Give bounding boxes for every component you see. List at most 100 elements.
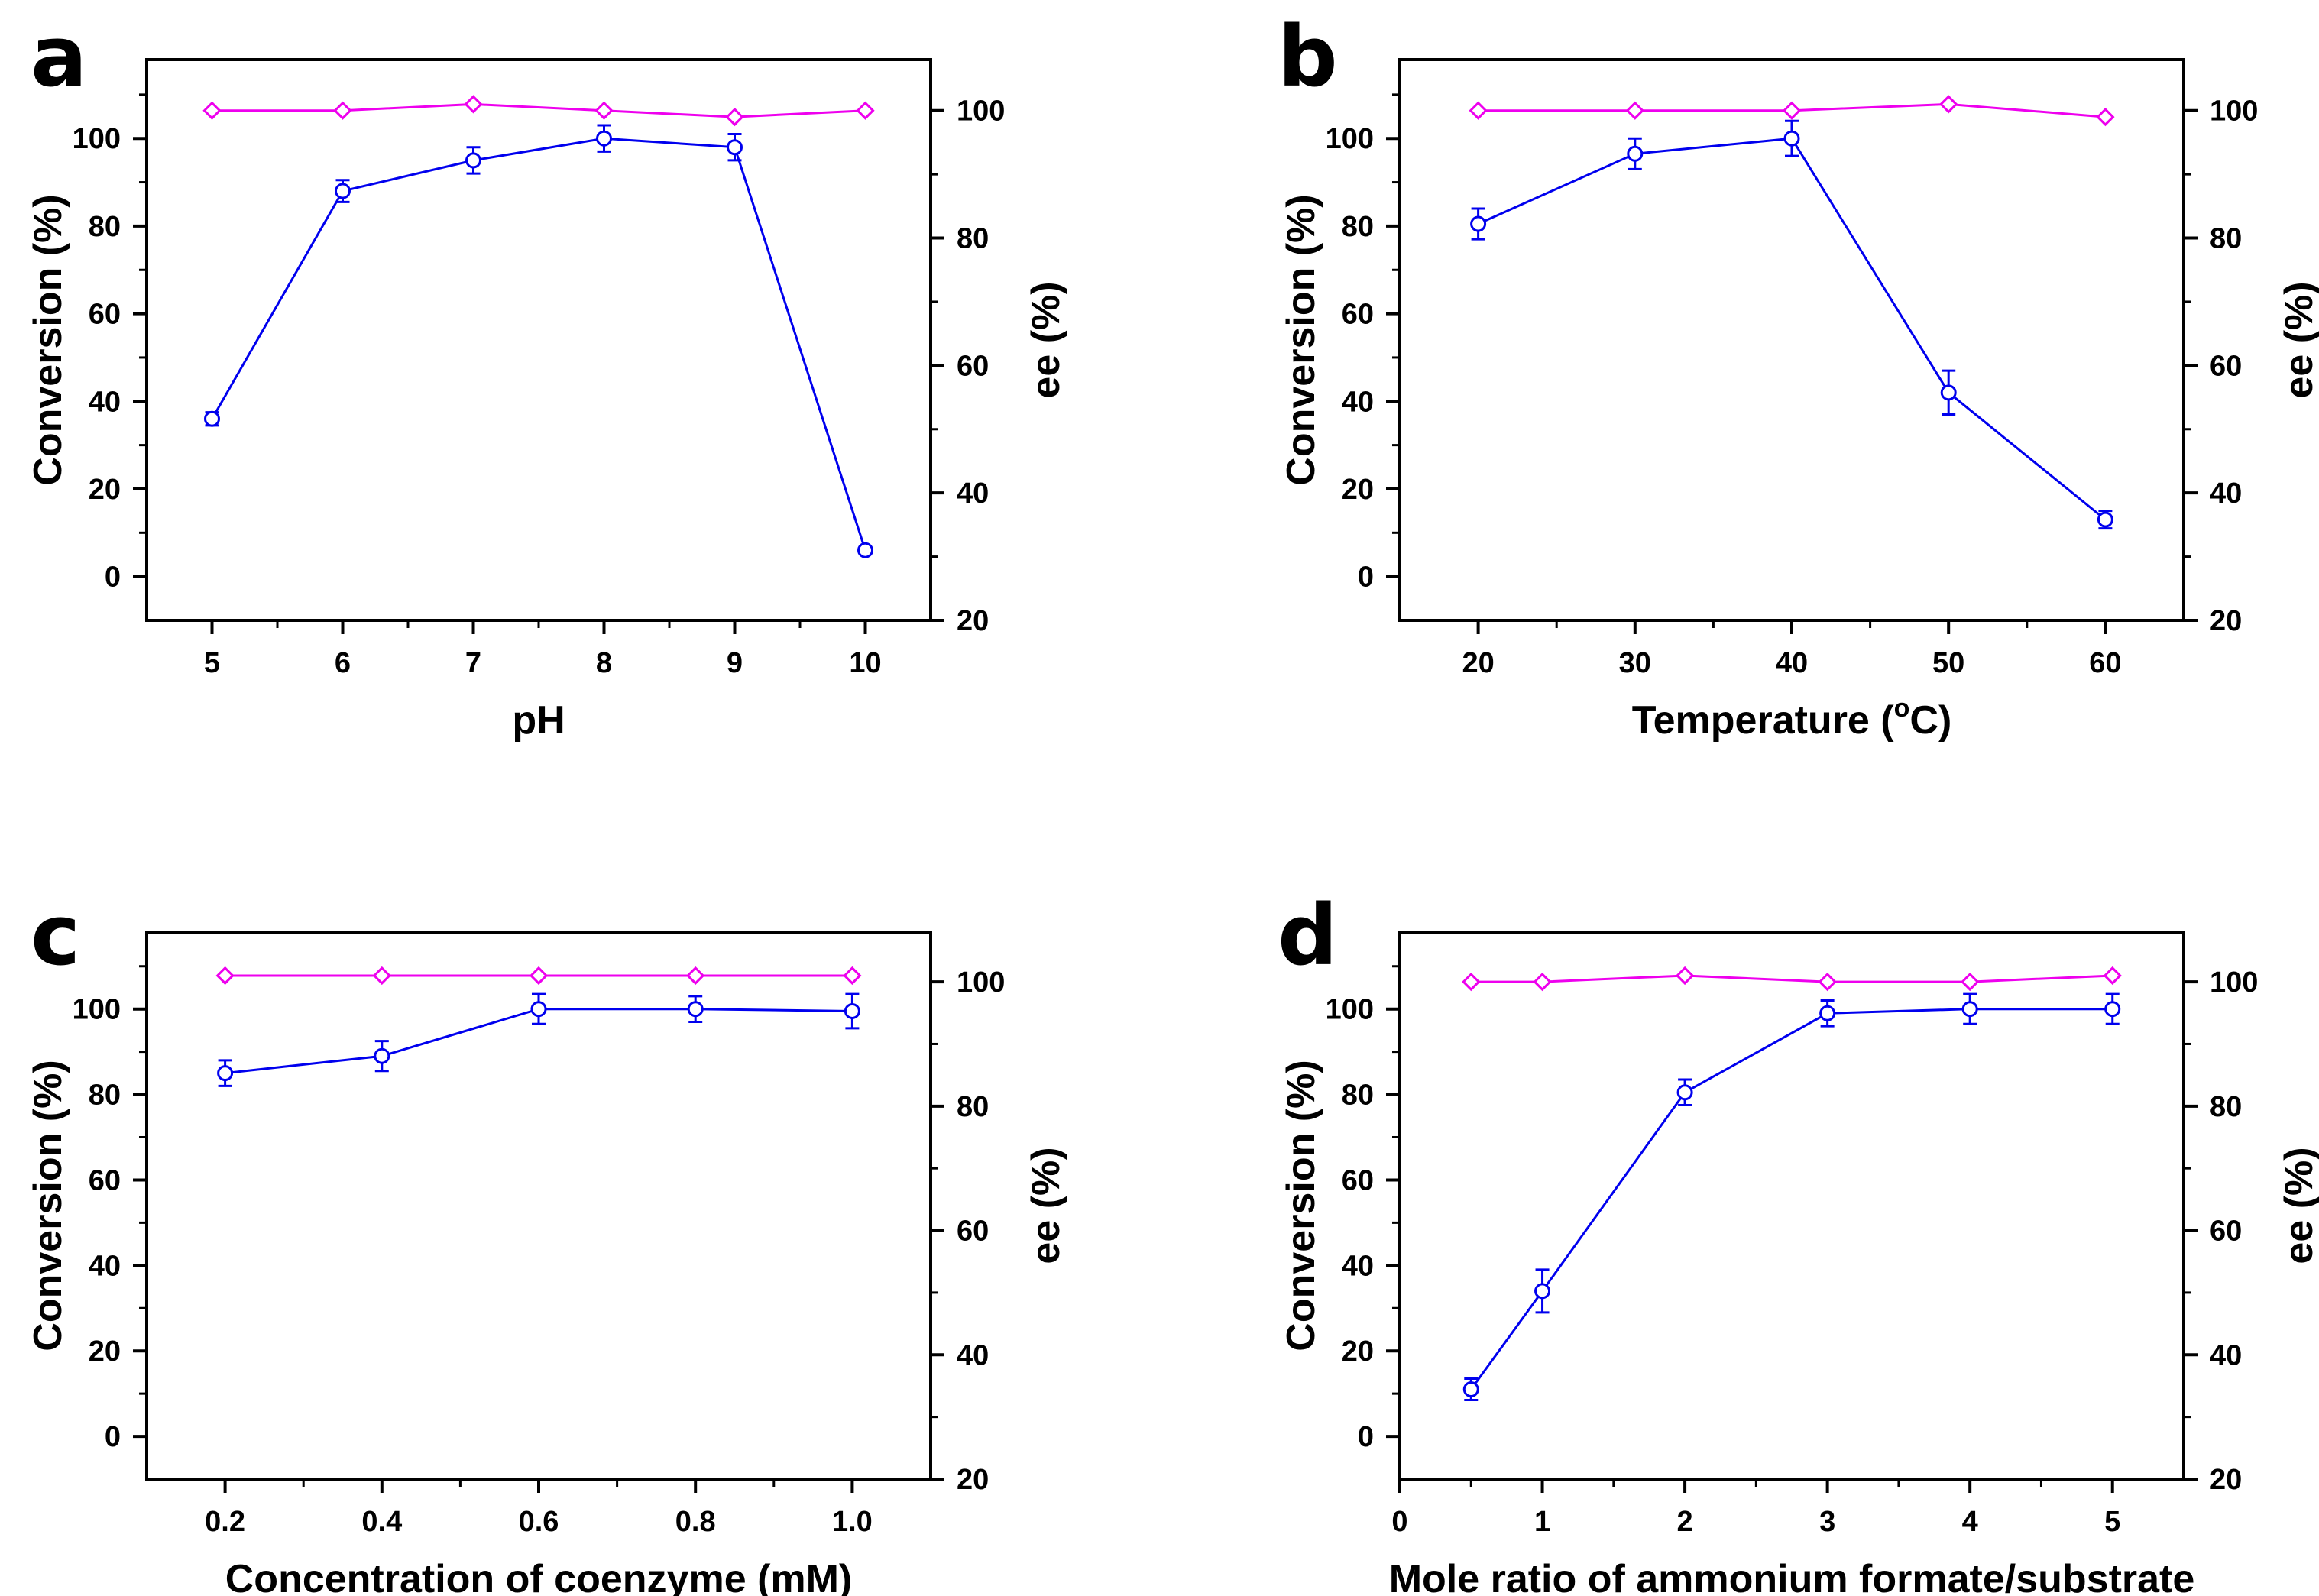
ee-point <box>1469 101 1488 120</box>
plot-frame <box>1398 931 2185 1481</box>
x-tick-label: 8 <box>596 647 612 679</box>
x-tick-label: 30 <box>1619 647 1651 679</box>
ee-point <box>1533 972 1552 992</box>
x-tick-label: 5 <box>2104 1506 2120 1538</box>
panel-letter: a <box>31 8 87 105</box>
y-tick-label: 0 <box>1358 1421 1374 1453</box>
ee-point <box>1939 95 1958 114</box>
y-tick-label: 20 <box>1342 474 1374 506</box>
y2-tick-label: 20 <box>957 1464 989 1496</box>
y2-tick-label: 40 <box>957 1339 989 1371</box>
x-tick-label: 40 <box>1776 647 1808 679</box>
x-axis-title: Concentration of coenzyme (mM) <box>225 1557 853 1596</box>
conversion-point <box>530 1001 547 1018</box>
y-tick-label: 100 <box>1326 123 1374 155</box>
y-tick-label: 80 <box>89 211 121 243</box>
x-tick-label: 2 <box>1677 1506 1693 1538</box>
y-axis-title: Conversion (%) <box>26 194 70 485</box>
y2-tick-label: 80 <box>957 223 989 255</box>
conversion-point <box>217 1065 234 1082</box>
y2-tick-label: 20 <box>957 605 989 637</box>
x-tick-label: 0.6 <box>519 1506 559 1538</box>
y2-tick-label: 80 <box>2210 1091 2242 1123</box>
y2-tick-label: 100 <box>957 966 1005 999</box>
x-tick-label: 5 <box>204 647 220 679</box>
x-tick-label: 1 <box>1534 1506 1550 1538</box>
chart-panel-a: a5 6 7 8 9 1002040608010020406080100pHConvers… <box>26 8 1068 743</box>
chart-panel-d: d 0 1 2 3 4 5 0 20 40 60 80 100 20 40 60 80 100 Mole ratio… <box>1278 886 2319 1596</box>
conversion-point <box>844 1002 860 1019</box>
ee-point <box>725 107 744 127</box>
panel-letter: b <box>1278 8 1338 105</box>
ee-point <box>529 966 549 986</box>
y2-tick-label: 80 <box>957 1091 989 1123</box>
y-tick-label: 40 <box>89 386 121 418</box>
y-tick-label: 20 <box>89 1335 121 1368</box>
x-axis-title: Mole ratio of ammonium formate/substrate <box>1389 1557 2195 1596</box>
conversion-point <box>1940 384 1957 401</box>
conversion-line <box>1477 137 2107 521</box>
ee-point <box>215 966 235 986</box>
x-tick-label: 20 <box>1462 647 1494 679</box>
degree-superscript: o <box>1894 694 1910 723</box>
y-axis-title: Conversion (%) <box>1279 194 1323 485</box>
conversion-point <box>727 139 743 156</box>
y-tick-label: 80 <box>1342 1080 1374 1112</box>
conversion-point <box>1627 145 1644 162</box>
chart-panel-b: b 20 30 40 50 60 0 20 40 60 80 100 20 40 60 80 100 Temper… <box>1278 8 2319 743</box>
panel-letter: c <box>31 886 80 984</box>
conversion-point <box>1961 1001 1978 1018</box>
x-tick-label: 6 <box>335 647 351 679</box>
x-tick-label: 9 <box>727 647 743 679</box>
y-tick-label: 80 <box>1342 211 1374 243</box>
ee-point <box>1818 972 1837 992</box>
x-tick-label: 0 <box>1391 1506 1407 1538</box>
ee-point <box>202 101 222 120</box>
conversion-line <box>211 137 866 551</box>
ee-line <box>1471 974 2113 983</box>
x-axis-title: Temperature (oC) <box>1632 694 1952 743</box>
conversion-point <box>687 1001 704 1018</box>
y-tick-label: 100 <box>73 994 121 1026</box>
chart-panel-c: c 0.2 0.4 0.6 0.8 1.0 0 20 40 60 80 100 20 40 60 80 100 C… <box>26 886 1068 1596</box>
y-tick-label: 40 <box>1342 386 1374 418</box>
ee-point <box>1961 972 1980 992</box>
y2-tick-label: 100 <box>2210 96 2258 128</box>
y2-tick-label: 100 <box>2210 966 2258 999</box>
y-tick-label: 20 <box>89 474 121 506</box>
conversion-point <box>374 1047 390 1064</box>
y2-axis-title: ee (%) <box>1024 1147 1068 1264</box>
ee-point <box>2096 107 2115 127</box>
ee-line <box>212 102 866 118</box>
x-axis-title-part: C) <box>1909 698 1951 743</box>
conversion-point <box>1462 1381 1479 1398</box>
x-tick-label: 7 <box>465 647 481 679</box>
conversion-point <box>1819 1005 1836 1021</box>
y2-tick-label: 60 <box>2210 1216 2242 1248</box>
ee-point <box>843 966 862 986</box>
conversion-point <box>2097 511 2113 528</box>
x-tick-label: 60 <box>2089 647 2121 679</box>
conversion-point <box>596 130 612 147</box>
y2-tick-label: 40 <box>957 478 989 510</box>
y2-tick-label: 40 <box>2210 1339 2242 1371</box>
x-tick-label: 1.0 <box>832 1506 873 1538</box>
y-tick-label: 60 <box>1342 1164 1374 1196</box>
y-axis-title: Conversion (%) <box>1279 1060 1323 1351</box>
y-tick-label: 0 <box>1358 562 1374 594</box>
y-tick-label: 40 <box>1342 1250 1374 1282</box>
conversion-point <box>1470 215 1487 232</box>
y-tick-label: 0 <box>105 1421 121 1453</box>
x-tick-label: 4 <box>1962 1506 1978 1538</box>
conversion-point <box>204 410 220 427</box>
y2-axis-title: ee (%) <box>2277 1147 2319 1264</box>
conversion-point <box>1676 1084 1693 1101</box>
ee-point <box>464 95 483 114</box>
y-axis-title: Conversion (%) <box>26 1060 70 1351</box>
y2-tick-label: 60 <box>957 350 989 382</box>
y2-axis-title: ee (%) <box>2277 281 2319 398</box>
y-tick-label: 100 <box>73 123 121 155</box>
ee-point <box>1782 101 1802 120</box>
y-tick-label: 60 <box>1342 299 1374 331</box>
